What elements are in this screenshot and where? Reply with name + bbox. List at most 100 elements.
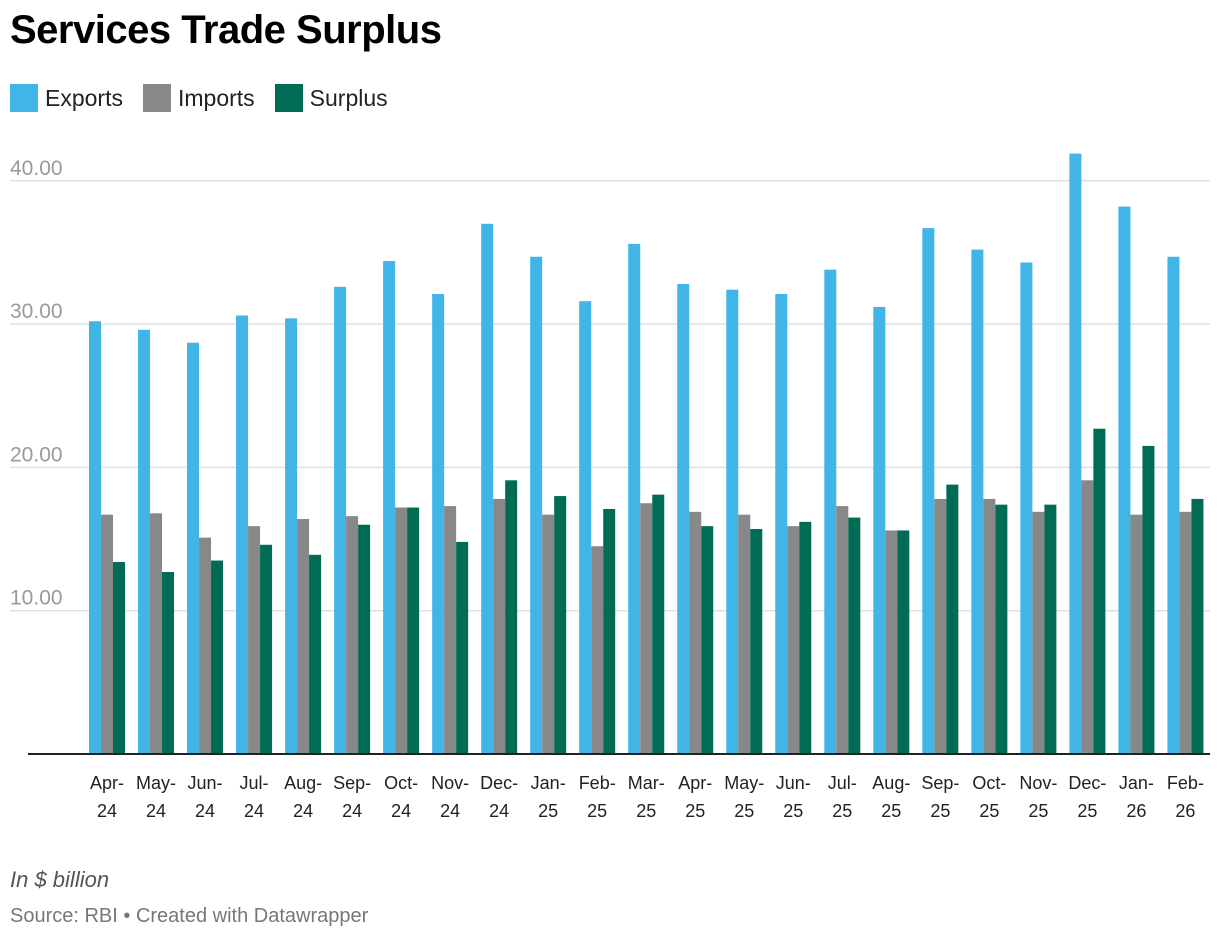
y-tick-label: 30.00 [10, 300, 63, 323]
bar-surplus [260, 544, 273, 754]
bar-imports [885, 530, 898, 754]
bar-imports [787, 526, 800, 754]
bar-exports [824, 269, 837, 754]
bar-exports [873, 306, 886, 754]
bar-surplus [407, 507, 420, 754]
bar-exports [922, 228, 935, 754]
x-tick-label: 25 [685, 801, 705, 821]
bar-surplus [505, 480, 518, 754]
bar-surplus [113, 561, 125, 754]
bar-imports [101, 514, 113, 754]
x-tick-label: 25 [538, 801, 558, 821]
x-tick-label: 25 [1028, 801, 1048, 821]
x-tick-label: 25 [979, 801, 999, 821]
bar-imports [591, 546, 604, 754]
x-tick-label: 24 [244, 801, 264, 821]
legend-item-imports: Imports [142, 84, 255, 112]
bar-imports [689, 511, 702, 754]
x-tick-label: 25 [734, 801, 754, 821]
chart-title: Services Trade Surplus [10, 8, 442, 52]
bar-imports [444, 506, 457, 754]
legend-label: Exports [45, 84, 123, 111]
bar-exports [432, 294, 445, 754]
bar-imports [640, 503, 653, 754]
bar-surplus [946, 484, 959, 754]
x-tick-label: Aug- [872, 773, 910, 793]
x-tick-label: 24 [440, 801, 460, 821]
x-tick-label: 24 [489, 801, 509, 821]
x-tick-label: Apr- [90, 773, 124, 793]
x-tick-label: Dec- [480, 773, 518, 793]
bar-surplus [1142, 445, 1155, 754]
x-tick-label: 24 [342, 801, 362, 821]
bar-imports [199, 537, 212, 754]
legend-swatch-imports [142, 84, 171, 112]
x-tick-label: Feb- [1167, 773, 1204, 793]
bar-imports [1032, 511, 1045, 754]
legend-swatch-surplus [274, 84, 303, 112]
y-tick-label: 10.00 [10, 587, 63, 610]
bar-surplus [897, 530, 910, 754]
y-tick-label: 20.00 [10, 443, 63, 466]
bar-exports [971, 249, 984, 755]
x-tick-label: 25 [1077, 801, 1097, 821]
x-tick-label: Nov- [1019, 773, 1057, 793]
bar-exports [677, 283, 690, 754]
bar-exports [530, 256, 543, 754]
x-tick-label: 25 [636, 801, 656, 821]
x-tick-label: Oct- [972, 773, 1006, 793]
legend-label: Surplus [309, 84, 388, 111]
y-tick-label: 40.00 [10, 157, 63, 180]
x-tick-label: Nov- [431, 773, 469, 793]
bar-exports [187, 342, 200, 754]
bar-surplus [456, 541, 469, 754]
bar-imports [1179, 511, 1192, 754]
legend-item-exports: Exports [10, 84, 123, 112]
x-tick-label: 25 [832, 801, 852, 821]
x-tick-label: Jul- [240, 773, 269, 793]
bar-surplus [701, 526, 714, 754]
bar-exports [1020, 262, 1033, 754]
chart-note: In $ billion [10, 867, 110, 892]
x-tick-label: Oct- [384, 773, 418, 793]
bar-imports [150, 513, 163, 754]
x-tick-label: Aug- [284, 773, 322, 793]
bar-imports [934, 498, 947, 754]
x-tick-label: May- [136, 773, 176, 793]
bar-exports [579, 301, 592, 754]
bar-surplus [211, 560, 224, 754]
x-tick-label: Mar- [628, 773, 665, 793]
legend-swatch-exports [10, 84, 38, 112]
bar-exports [89, 321, 101, 754]
x-tick-label: 25 [587, 801, 607, 821]
bar-surplus [1191, 498, 1204, 754]
bar-surplus [848, 517, 861, 754]
x-tick-label: Jun- [776, 773, 811, 793]
bar-surplus [603, 508, 616, 754]
bar-surplus [358, 524, 371, 754]
bar-imports [248, 526, 261, 754]
chart: 10.00 20.00 30.00 40.00 Apr- 24 May- 24 Jun- 24 Ju… [10, 153, 1210, 821]
bar-surplus [309, 554, 322, 754]
bar-exports [481, 223, 494, 754]
bar-exports [236, 315, 249, 754]
x-tick-label: 24 [146, 801, 166, 821]
x-tick-label: 24 [391, 801, 411, 821]
x-tick-label: 24 [293, 801, 313, 821]
bar-exports [1069, 153, 1082, 754]
bar-exports [1118, 206, 1131, 754]
legend: Exports Imports Surplus [10, 84, 408, 112]
bar-imports [395, 507, 408, 754]
bar-surplus [750, 529, 763, 754]
bar-exports [285, 318, 298, 754]
x-tick-label: 24 [97, 801, 117, 821]
x-tick-label: May- [724, 773, 764, 793]
bar-surplus [162, 572, 175, 754]
bar-imports [542, 514, 555, 754]
bar-imports [836, 506, 849, 754]
x-tick-label: Sep- [921, 773, 959, 793]
x-tick-label: Apr- [678, 773, 712, 793]
bar-exports [383, 261, 396, 754]
bar-surplus [995, 504, 1008, 754]
x-tick-label: Feb- [579, 773, 616, 793]
